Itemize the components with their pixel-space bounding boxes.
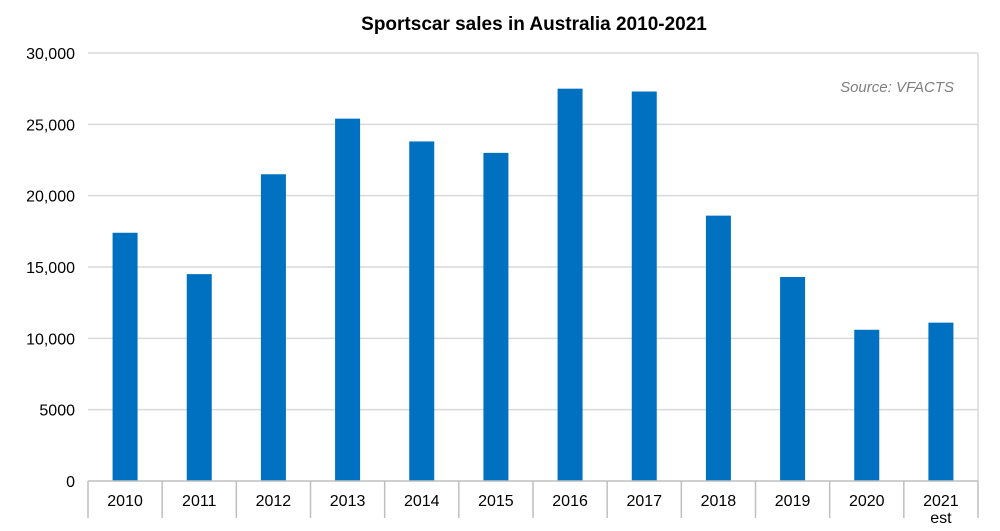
x-axis bbox=[87, 480, 979, 518]
y-tick-label: 20,000 bbox=[26, 189, 75, 206]
bar-2014 bbox=[409, 141, 435, 481]
x-tick-label: 2018 bbox=[701, 493, 737, 510]
x-tick-label: 2011 bbox=[182, 493, 217, 510]
chart-title: Sportscar sales in Australia 2010-2021 bbox=[361, 14, 707, 35]
y-tick-label: 25,000 bbox=[26, 117, 75, 134]
bar-2011 bbox=[186, 274, 212, 481]
x-tick-label: 2012 bbox=[256, 493, 292, 510]
y-tick-label: 10,000 bbox=[26, 331, 75, 348]
x-tick-label: 2010 bbox=[107, 493, 143, 510]
x-tick-label: 2019 bbox=[775, 493, 811, 510]
y-tick-label: 5000 bbox=[39, 403, 75, 420]
bar-2017 bbox=[631, 91, 657, 482]
x-tick-label: 2017 bbox=[626, 493, 662, 510]
x-tick-label: 2013 bbox=[330, 493, 366, 510]
x-tick-label: 2014 bbox=[404, 493, 440, 510]
bar-2016 bbox=[557, 88, 583, 482]
y-tick-label: 15,000 bbox=[26, 260, 75, 277]
y-tick-label: 30,000 bbox=[26, 46, 75, 63]
bar-2010 bbox=[112, 232, 138, 481]
x-tick-label: 2016 bbox=[552, 493, 588, 510]
x-tick-label: 2021 est bbox=[923, 493, 959, 527]
x-tick-label: 2015 bbox=[478, 493, 514, 510]
bar-2021 bbox=[928, 322, 954, 481]
bar-2019 bbox=[780, 276, 806, 481]
source-annotation: Source: VFACTS bbox=[840, 79, 954, 96]
y-axis-tick-labels: 0 5000 10,000 15,000 20,000 25,000 30,000 bbox=[26, 46, 75, 491]
gridlines bbox=[88, 52, 979, 481]
bar-2012 bbox=[260, 174, 286, 481]
bar-2015 bbox=[483, 152, 509, 481]
bars bbox=[112, 88, 954, 482]
y-tick-label: 0 bbox=[66, 474, 75, 491]
bar-2018 bbox=[705, 215, 731, 481]
x-axis-tick-labels: 2010 2011 2012 2013 2014 2015 2016 2017 2018 2019… bbox=[107, 493, 959, 527]
bar-2013 bbox=[335, 118, 361, 482]
bar-2020 bbox=[854, 329, 880, 481]
x-tick-label: 2020 bbox=[849, 493, 885, 510]
